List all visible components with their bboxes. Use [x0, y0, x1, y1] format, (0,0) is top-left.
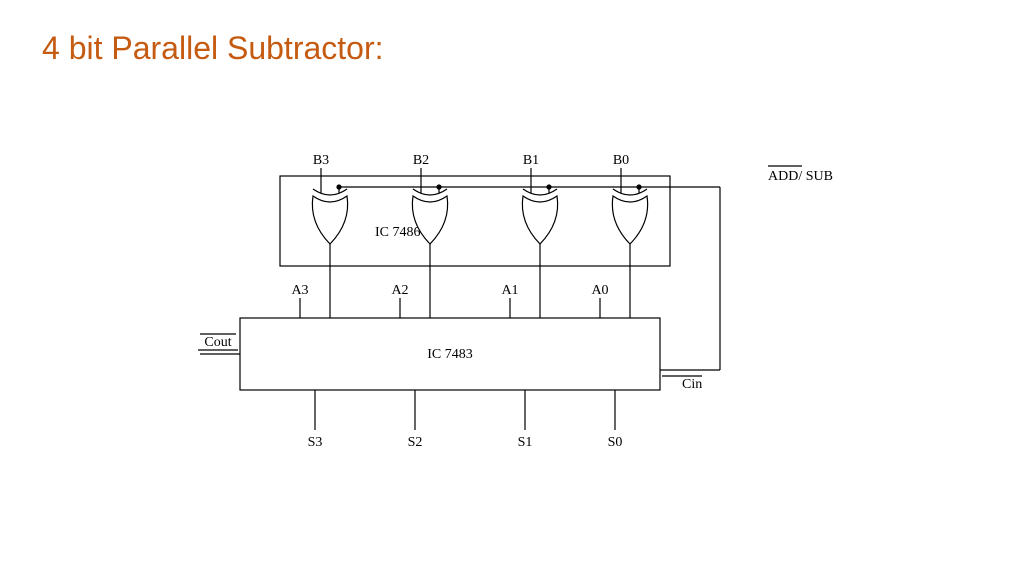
svg-text:Cout: Cout — [204, 335, 231, 350]
svg-text:S0: S0 — [608, 435, 623, 450]
svg-text:B0: B0 — [613, 153, 629, 168]
svg-text:IC 7486: IC 7486 — [375, 225, 421, 240]
svg-text:A2: A2 — [391, 283, 408, 298]
page-title: 4 bit Parallel Subtractor: — [42, 30, 384, 67]
svg-text:IC 7483: IC 7483 — [427, 347, 473, 362]
svg-text:A1: A1 — [501, 283, 518, 298]
svg-text:A0: A0 — [591, 283, 608, 298]
circuit-diagram: IC 7486 IC 7483 B3 A3 S3 B2 A2 S2 B1 A1 S1 B0 A0 S0 Co… — [0, 0, 1024, 576]
svg-text:S1: S1 — [518, 435, 533, 450]
svg-text:B1: B1 — [523, 153, 539, 168]
svg-text:S3: S3 — [308, 435, 323, 450]
svg-text:B2: B2 — [413, 153, 429, 168]
svg-text:S2: S2 — [408, 435, 423, 450]
svg-text:A3: A3 — [291, 283, 308, 298]
svg-text:B3: B3 — [313, 153, 329, 168]
svg-text:ADD/ SUB: ADD/ SUB — [768, 169, 833, 184]
svg-text:Cin: Cin — [682, 377, 702, 392]
